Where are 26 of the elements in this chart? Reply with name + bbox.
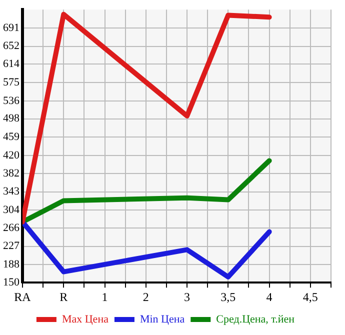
- y-tick-label: 420: [3, 149, 20, 162]
- legend-label: Сред.Цена, т.йен: [216, 313, 295, 326]
- y-tick-label: 536: [3, 94, 20, 107]
- y-tick-label: 266: [3, 222, 20, 234]
- x-tick-label: RA: [14, 290, 32, 304]
- y-tick-label: 382: [3, 167, 20, 180]
- y-tick-label: 343: [3, 186, 20, 198]
- y-tick-label: 188: [3, 258, 20, 271]
- y-tick-label: 691: [3, 22, 20, 34]
- y-tick-label: 575: [3, 76, 20, 88]
- x-tick-label: 2: [142, 290, 149, 304]
- y-tick-label: 498: [3, 112, 20, 125]
- y-tick-label: 459: [3, 131, 20, 144]
- x-tick-label: 4: [266, 290, 272, 304]
- x-tick-label: 3: [184, 290, 190, 304]
- y-tick-label: 614: [3, 58, 20, 70]
- y-tick-label: 652: [3, 40, 20, 52]
- y-tick-label: 227: [3, 240, 20, 252]
- x-tick-label: R: [60, 290, 68, 304]
- y-tick-label: 304: [3, 204, 20, 216]
- x-tick-label: 3,5: [220, 290, 236, 304]
- legend-label: Min Цена: [140, 313, 185, 326]
- legend-label: Max Цена: [62, 313, 109, 326]
- x-tick-label: 1: [102, 290, 108, 304]
- x-tick-label: 4,5: [302, 290, 318, 304]
- y-tick-label: 150: [3, 276, 20, 288]
